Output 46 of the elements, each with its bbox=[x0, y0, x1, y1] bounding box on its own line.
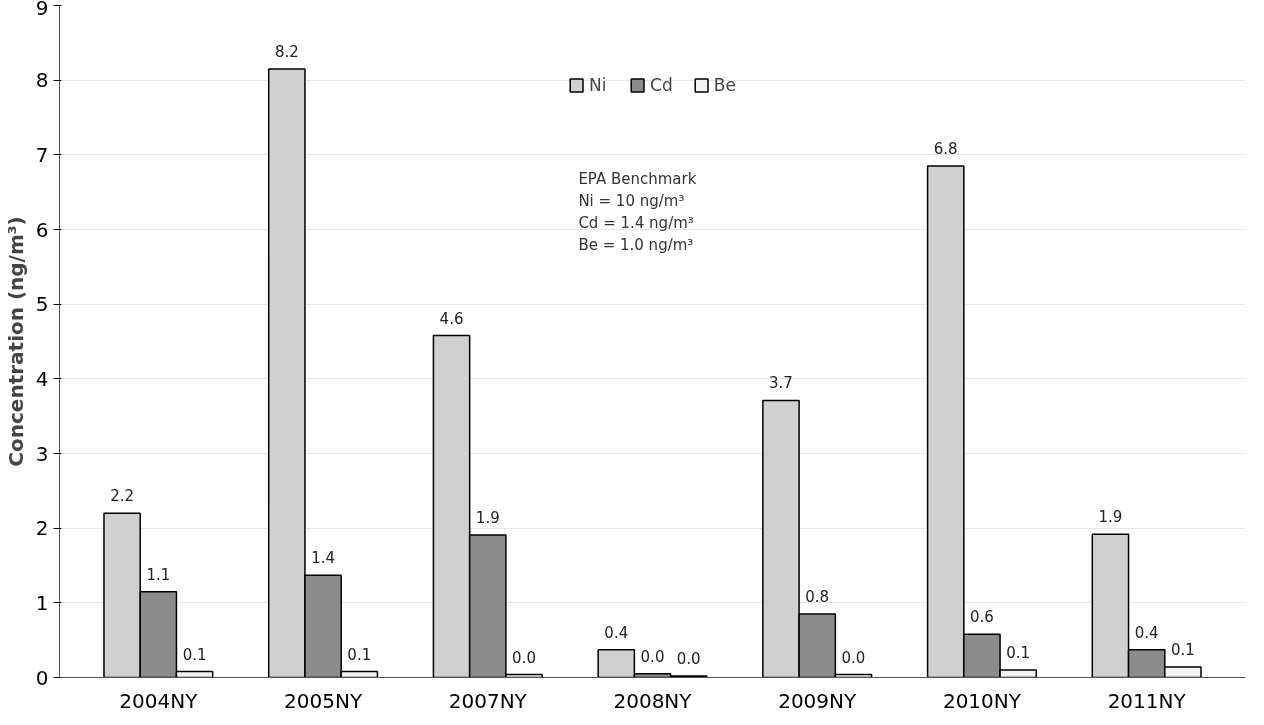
data-label: 0.1 bbox=[182, 645, 207, 664]
data-label: 0.4 bbox=[604, 623, 629, 642]
data-label: 0.6 bbox=[970, 608, 994, 627]
data-label: 1.9 bbox=[1098, 508, 1123, 527]
y-tick-label: 1 bbox=[35, 590, 49, 615]
data-label: 0.0 bbox=[640, 647, 665, 666]
data-label: 1.4 bbox=[311, 549, 335, 568]
y-tick-label: 9 bbox=[35, 0, 49, 20]
x-tick-label: 2005NY bbox=[284, 688, 363, 713]
data-label: 6.8 bbox=[933, 140, 958, 159]
y-axis-title: Concentration (ng/m³) bbox=[3, 216, 28, 467]
x-tick-label: 2004NY bbox=[119, 688, 199, 713]
y-tick-label: 8 bbox=[35, 68, 49, 93]
legend-label: Ni bbox=[589, 75, 608, 95]
data-label: 1.9 bbox=[475, 508, 500, 527]
annotation: Cd = 1.4 ng/m³ bbox=[578, 214, 694, 233]
x-tick-label: 2008NY bbox=[613, 688, 693, 713]
annotation: EPA Benchmark bbox=[578, 170, 697, 189]
data-label: 0.0 bbox=[676, 650, 701, 669]
data-label: 0.0 bbox=[512, 648, 536, 667]
legend-label: Cd bbox=[650, 75, 673, 95]
y-tick-label: 2 bbox=[35, 516, 49, 541]
x-tick-label: 2010NY bbox=[942, 688, 1022, 713]
annotation: Ni = 10 ng/m³ bbox=[578, 192, 685, 211]
data-label: 0.1 bbox=[1006, 644, 1031, 663]
data-label: 2.2 bbox=[110, 487, 135, 506]
y-tick-label: 5 bbox=[35, 292, 49, 317]
x-tick-label: 2009NY bbox=[778, 688, 858, 713]
y-tick-label: 7 bbox=[35, 142, 49, 167]
data-label: 0.1 bbox=[1170, 641, 1195, 660]
data-label: 1.1 bbox=[146, 565, 171, 584]
x-tick-label: 2007NY bbox=[448, 688, 528, 713]
y-tick-label: 6 bbox=[35, 217, 49, 242]
annotation: Be = 1.0 ng/m³ bbox=[578, 236, 694, 255]
x-tick-label: 2011NY bbox=[1107, 688, 1187, 713]
y-tick-label: 3 bbox=[35, 441, 49, 466]
data-label: 0.0 bbox=[841, 648, 866, 667]
data-label: 0.8 bbox=[805, 588, 830, 607]
data-label: 0.4 bbox=[1134, 623, 1159, 642]
data-label: 4.6 bbox=[439, 309, 464, 328]
data-label: 8.2 bbox=[274, 42, 299, 61]
data-label: 3.7 bbox=[769, 374, 793, 393]
y-tick-label: 4 bbox=[35, 366, 49, 391]
y-tick-label: 0 bbox=[35, 665, 49, 690]
legend-label: Be bbox=[713, 75, 736, 95]
data-label: 0.1 bbox=[347, 645, 372, 664]
